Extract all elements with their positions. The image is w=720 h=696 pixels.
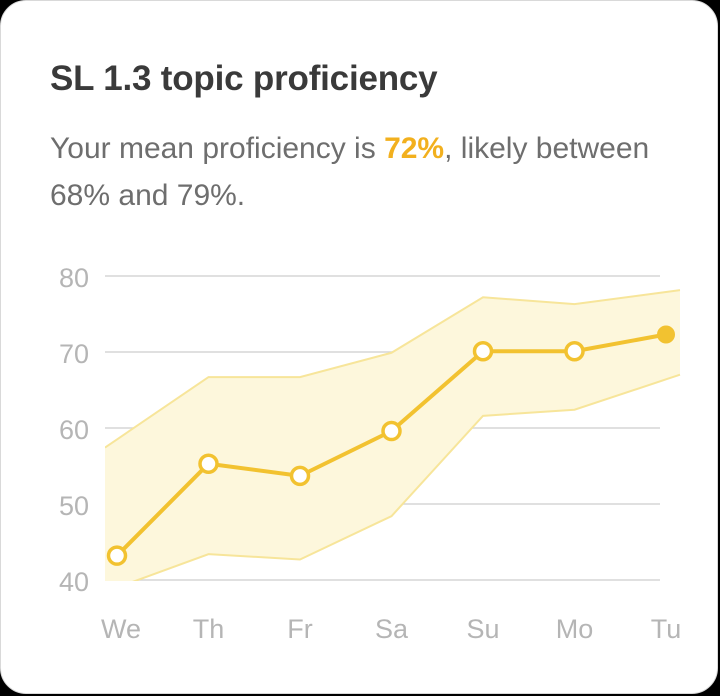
data-point-sa [381, 420, 402, 442]
data-point-tu [657, 325, 675, 344]
y-tick-label-50: 50 [59, 491, 89, 521]
confidence-band-lower [132, 373, 681, 581]
x-tick-label-su: Su [466, 614, 499, 644]
x-tick-label-fr: Fr [287, 614, 312, 644]
proficiency-summary: Your mean proficiency is 72%, likely bet… [50, 125, 670, 219]
y-tick-label-40: 40 [59, 567, 89, 597]
confidence-band-upper [105, 289, 681, 449]
y-tick-label-70: 70 [59, 339, 89, 369]
data-point-we [106, 545, 128, 566]
mean-proficiency-value: 72% [384, 132, 445, 165]
x-tick-label-sa: Sa [375, 614, 409, 644]
summary-suffix: , likely between 68% and 79%. [50, 132, 650, 212]
y-tick-label-60: 60 [59, 415, 89, 445]
card-title: SL 1.3 topic proficiency [50, 59, 438, 98]
data-point-fr [289, 465, 311, 487]
y-tick-label-80: 80 [59, 263, 89, 293]
proficiency-chart: 40 50 60 70 80 We Th Fr Sa Su Mo Tu [59, 263, 682, 644]
data-point-mo [564, 340, 585, 362]
x-tick-label-tu: Tu [651, 614, 682, 644]
data-point-su [472, 340, 494, 362]
x-tick-label-we: We [101, 614, 141, 644]
summary-prefix: Your mean proficiency is [50, 132, 385, 165]
x-tick-label-mo: Mo [556, 614, 594, 644]
data-point-th [198, 453, 219, 474]
x-tick-label-th: Th [193, 614, 225, 644]
